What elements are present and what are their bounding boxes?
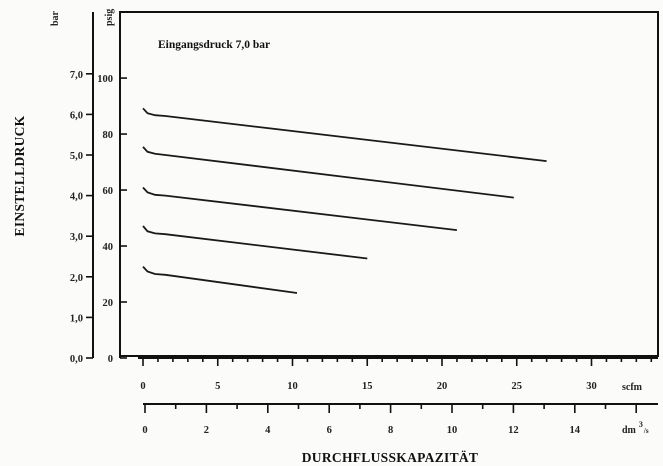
scfm-tick-label: 0 — [140, 381, 145, 392]
series-line-3 — [142, 186, 458, 231]
bar-tick-label: 1,0 — [70, 313, 83, 324]
scfm-unit-label: scfm — [622, 382, 643, 393]
bar-tick-label: 4,0 — [70, 192, 83, 203]
scfm-tick-label: 5 — [215, 381, 220, 392]
psig-tick-label: 60 — [103, 186, 114, 197]
bar-tick-label: 7,0 — [70, 70, 83, 81]
dm3s-tick-label: 0 — [142, 425, 147, 436]
series-line-2 — [142, 146, 514, 199]
plot-frame — [119, 11, 659, 357]
dm3s-tick-label: 8 — [388, 425, 393, 436]
scfm-tick-label: 20 — [437, 381, 448, 392]
bar-unit-label: bar — [50, 10, 61, 26]
dm3s-tick-label: 10 — [447, 425, 458, 436]
series-line-4 — [142, 225, 368, 260]
scfm-tick-label: 15 — [362, 381, 373, 392]
bar-tick-label: 0,0 — [70, 354, 83, 365]
psig-tick-label: 20 — [103, 298, 114, 309]
series-line-1 — [142, 107, 547, 162]
dm3s-tick-label: 6 — [327, 425, 332, 436]
dm3s-axis-ticks: 0 2 4 6 8 10 12 14 — [142, 404, 638, 436]
psig-tick-label: 0 — [108, 354, 113, 365]
bar-tick-label: 2,0 — [70, 273, 83, 284]
bar-tick-label: 5,0 — [70, 151, 83, 162]
bar-axis-ticks: 0,0 1,0 2,0 3,0 4,0 5,0 6,0 7,0 — [70, 70, 93, 365]
y-axis-title: EINSTELLDRUCK — [12, 115, 27, 236]
dm3s-unit-label: dm3/s — [622, 420, 649, 436]
psig-unit-label: psig — [104, 9, 115, 26]
series-group — [142, 107, 547, 294]
psig-tick-label: 100 — [97, 74, 113, 85]
dm3s-tick-label: 2 — [204, 425, 209, 436]
dm3s-tick-label: 14 — [570, 425, 581, 436]
x-axis-title: DURCHFLUSSKAPAZITÄT — [302, 450, 478, 465]
series-line-5 — [142, 265, 298, 294]
psig-axis-ticks: 0 20 40 60 80 100 — [97, 74, 127, 365]
psig-tick-label: 80 — [103, 130, 114, 141]
dm3s-tick-label: 12 — [508, 425, 519, 436]
scfm-axis-ticks: 0 5 10 15 20 25 30 — [140, 358, 653, 392]
bar-tick-label: 3,0 — [70, 232, 83, 243]
psig-tick-label: 40 — [103, 242, 114, 253]
bar-tick-label: 6,0 — [70, 110, 83, 121]
dm3s-tick-label: 4 — [265, 425, 271, 436]
inlet-pressure-annotation: Eingangsdruck 7,0 bar — [158, 39, 270, 51]
scfm-tick-label: 25 — [512, 381, 523, 392]
scfm-tick-label: 30 — [586, 381, 597, 392]
scfm-tick-label: 10 — [287, 381, 298, 392]
